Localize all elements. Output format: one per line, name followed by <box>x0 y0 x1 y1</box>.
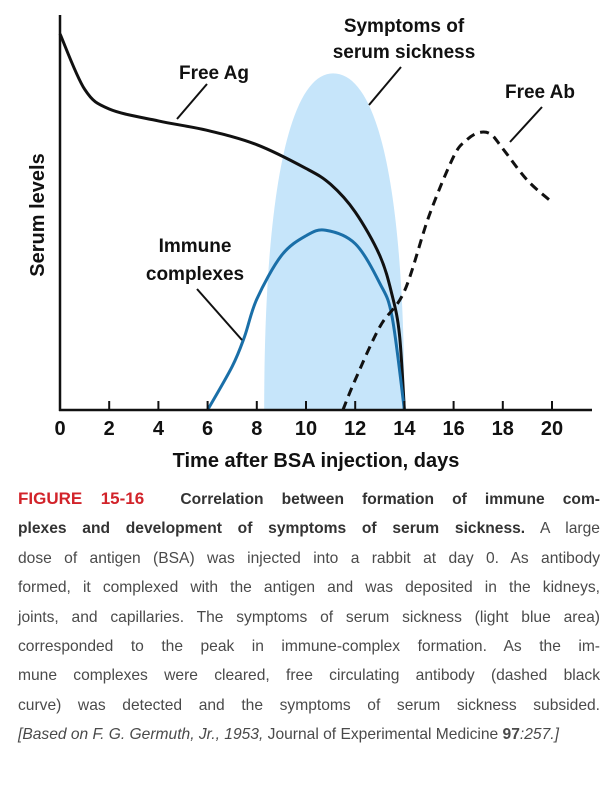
caption-line: plexes and development of symptoms of se… <box>18 514 600 543</box>
series-immune-complexes <box>206 228 406 411</box>
x-tick-label: 2 <box>104 418 115 440</box>
caption-line: mune complexes were cleared, free circul… <box>18 667 600 685</box>
y-axis-title: Serum levels <box>27 153 49 276</box>
annotation-immune-2: complexes <box>146 264 244 285</box>
x-tick-label: 4 <box>153 418 165 440</box>
citation-pages: :257.] <box>519 726 559 744</box>
leader-free-ab <box>509 106 543 143</box>
caption-text: A large <box>540 520 600 538</box>
leader-symptoms <box>368 66 402 106</box>
annotation-symptoms-1: Symptoms of <box>344 16 465 37</box>
x-tick-label: 14 <box>393 418 416 440</box>
caption-line: FIGURE 15-16 Correlation between formati… <box>18 484 600 514</box>
caption-citation: [Based on F. G. Germuth, Jr., 1953, Jour… <box>18 720 600 749</box>
citation-journal: Journal of Experimental Medicine <box>267 726 499 744</box>
leader-immune <box>196 288 243 341</box>
x-tick-label: 12 <box>344 418 366 440</box>
caption-line: formed, it complexed with the antigen an… <box>18 579 600 597</box>
series-free-ab <box>341 130 553 411</box>
figure-caption: FIGURE 15-16 Correlation between formati… <box>18 484 600 750</box>
x-tick-label: 16 <box>442 418 464 440</box>
figure-label: FIGURE 15-16 <box>18 489 145 508</box>
annotation-symptoms-2: serum sickness <box>333 42 476 63</box>
caption-line: joints, and capillaries. The symptoms of… <box>18 608 600 626</box>
caption-title-part2: plexes and development of symptoms of se… <box>18 520 526 538</box>
x-tick-label: 8 <box>251 418 262 440</box>
caption-line: curve) was detected and the symptoms of … <box>18 696 600 714</box>
x-tick-label: 20 <box>541 418 563 440</box>
x-tick-label: 6 <box>202 418 213 440</box>
symptoms-shaded-area <box>264 73 405 411</box>
x-axis-title: Time after BSA injection, days <box>173 450 460 472</box>
serum-sickness-chart: 0 2 4 6 8 10 12 14 16 18 20 Time after BSA injecti… <box>27 15 592 472</box>
x-tick-label: 10 <box>295 418 317 440</box>
x-tick-label: 0 <box>54 418 65 440</box>
annotation-immune-1: Immune <box>159 236 232 257</box>
citation-authors: [Based on F. G. Germuth, Jr., 1953, <box>18 726 264 744</box>
citation-volume: 97 <box>502 726 520 744</box>
leader-free-ag <box>176 83 208 120</box>
annotation-free-ab: Free Ab <box>505 82 575 103</box>
caption-title-part1: Correlation between formation of immune … <box>180 491 600 508</box>
caption-line: dose of antigen (BSA) was injected into … <box>18 549 600 567</box>
x-tick-label: 18 <box>492 418 514 440</box>
caption-line: corresponded to the peak in immune-compl… <box>18 638 600 656</box>
series-free-ag <box>58 33 406 411</box>
annotation-free-ag: Free Ag <box>179 63 249 84</box>
